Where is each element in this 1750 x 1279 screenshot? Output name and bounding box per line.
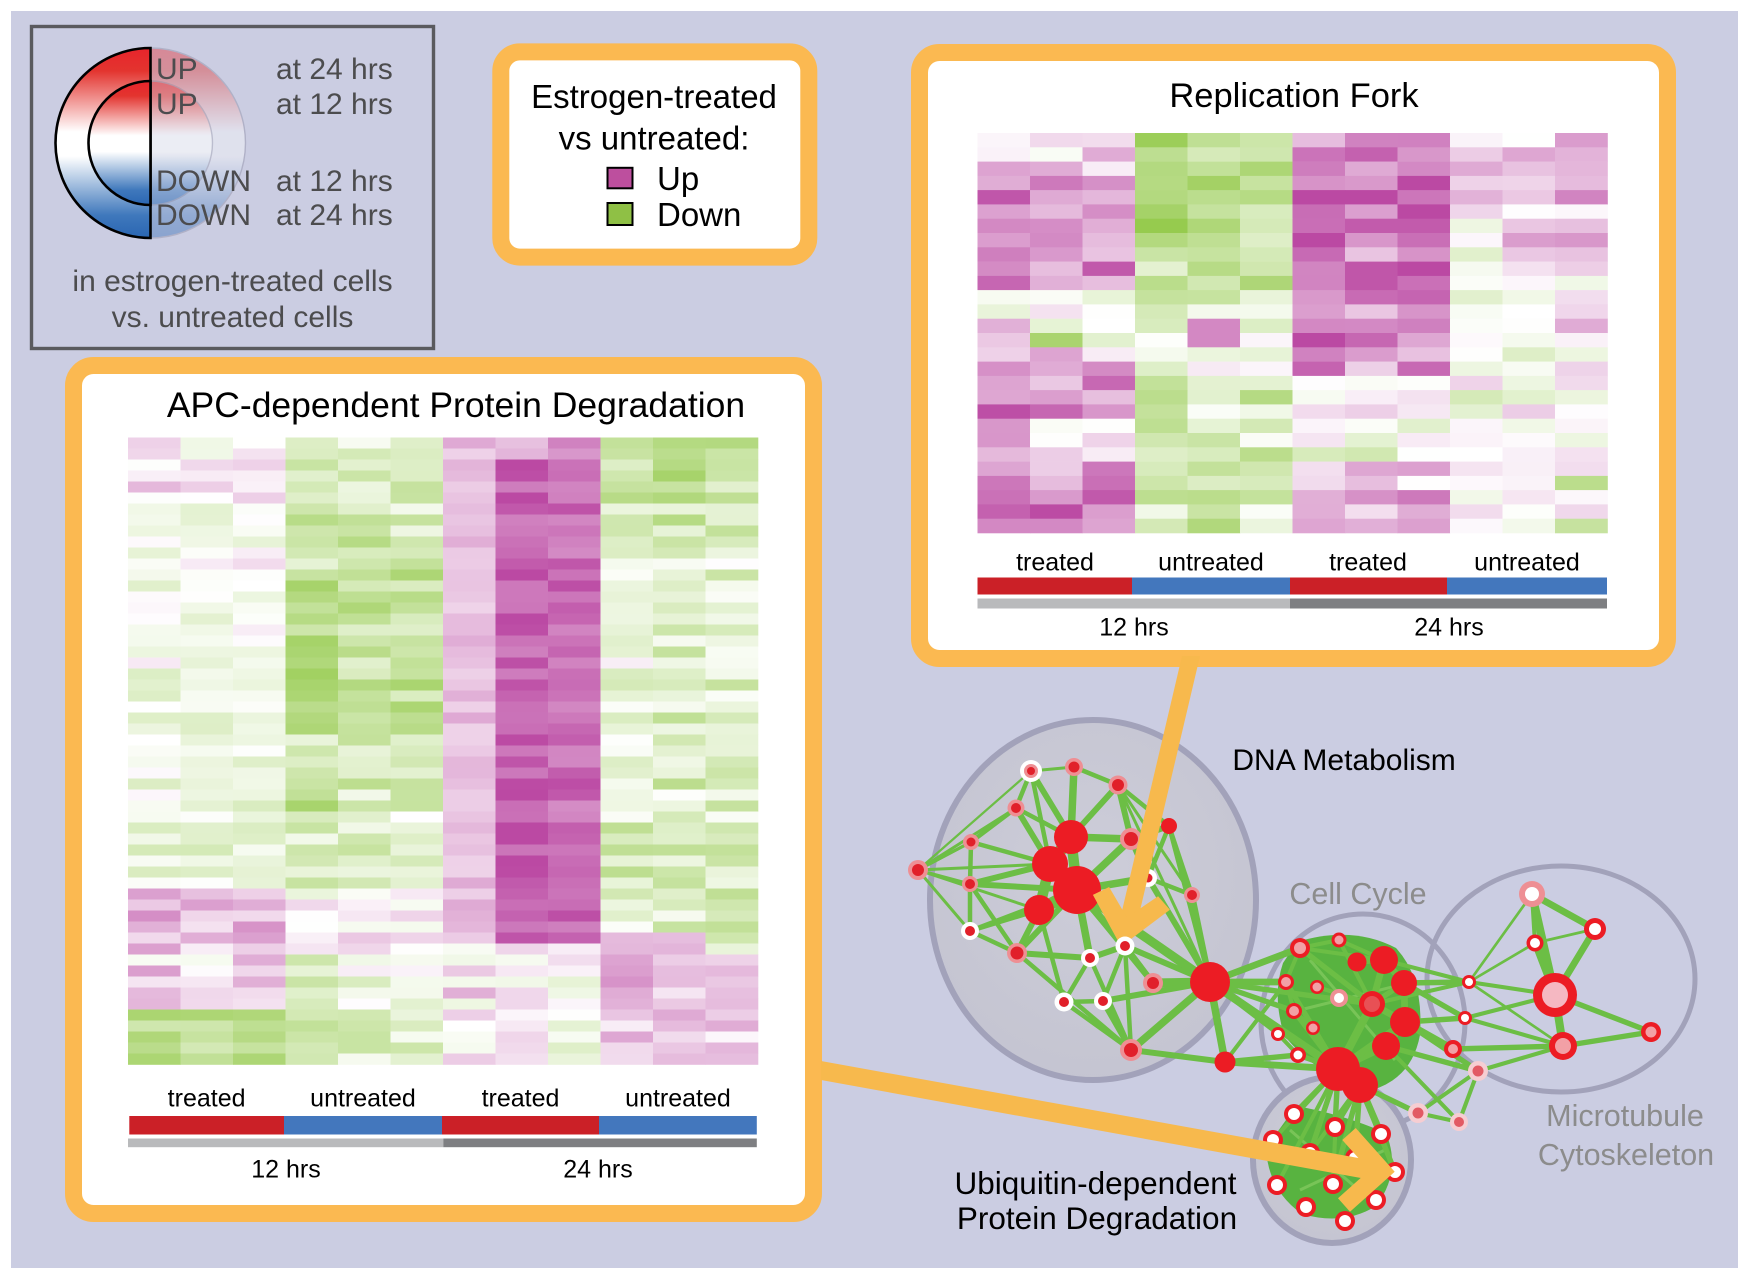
svg-text:treated: treated [1016,549,1094,577]
svg-text:DNA Metabolism: DNA Metabolism [1232,744,1455,777]
svg-text:Replication Fork: Replication Fork [1169,77,1419,115]
svg-text:untreated: untreated [625,1085,731,1113]
svg-text:12 hrs: 12 hrs [1099,614,1168,642]
svg-text:treated: treated [482,1085,560,1113]
svg-text:treated: treated [168,1085,246,1113]
svg-text:Ubiquitin-dependent: Ubiquitin-dependent [955,1165,1237,1201]
svg-text:12 hrs: 12 hrs [251,1156,320,1184]
svg-text:at 12 hrs: at 12 hrs [276,165,393,198]
svg-text:DOWN: DOWN [156,199,251,232]
svg-text:at 12 hrs: at 12 hrs [276,88,393,121]
svg-text:Cytoskeleton: Cytoskeleton [1538,1138,1714,1172]
svg-text:Cell Cycle: Cell Cycle [1289,877,1426,911]
svg-text:Microtubule: Microtubule [1546,1099,1704,1133]
svg-text:Estrogen-treated: Estrogen-treated [531,78,777,115]
svg-text:Protein Degradation: Protein Degradation [957,1200,1237,1236]
svg-text:treated: treated [1329,549,1407,577]
svg-text:untreated: untreated [1158,549,1264,577]
svg-text:DOWN: DOWN [156,165,251,198]
svg-text:APC-dependent Protein Degradat: APC-dependent Protein Degradation [167,385,745,425]
svg-text:UP: UP [156,88,198,121]
svg-text:UP: UP [156,53,198,86]
svg-text:Up: Up [657,160,699,197]
svg-text:untreated: untreated [310,1085,416,1113]
svg-text:untreated: untreated [1474,549,1580,577]
svg-text:at 24 hrs: at 24 hrs [276,199,393,232]
svg-text:24 hrs: 24 hrs [1414,614,1483,642]
svg-text:at 24 hrs: at 24 hrs [276,53,393,86]
svg-text:Down: Down [657,196,741,233]
svg-text:in estrogen-treated cells: in estrogen-treated cells [72,265,392,298]
svg-text:vs. untreated cells: vs. untreated cells [112,301,354,334]
svg-text:vs untreated:: vs untreated: [559,120,750,157]
svg-text:24 hrs: 24 hrs [563,1156,632,1184]
